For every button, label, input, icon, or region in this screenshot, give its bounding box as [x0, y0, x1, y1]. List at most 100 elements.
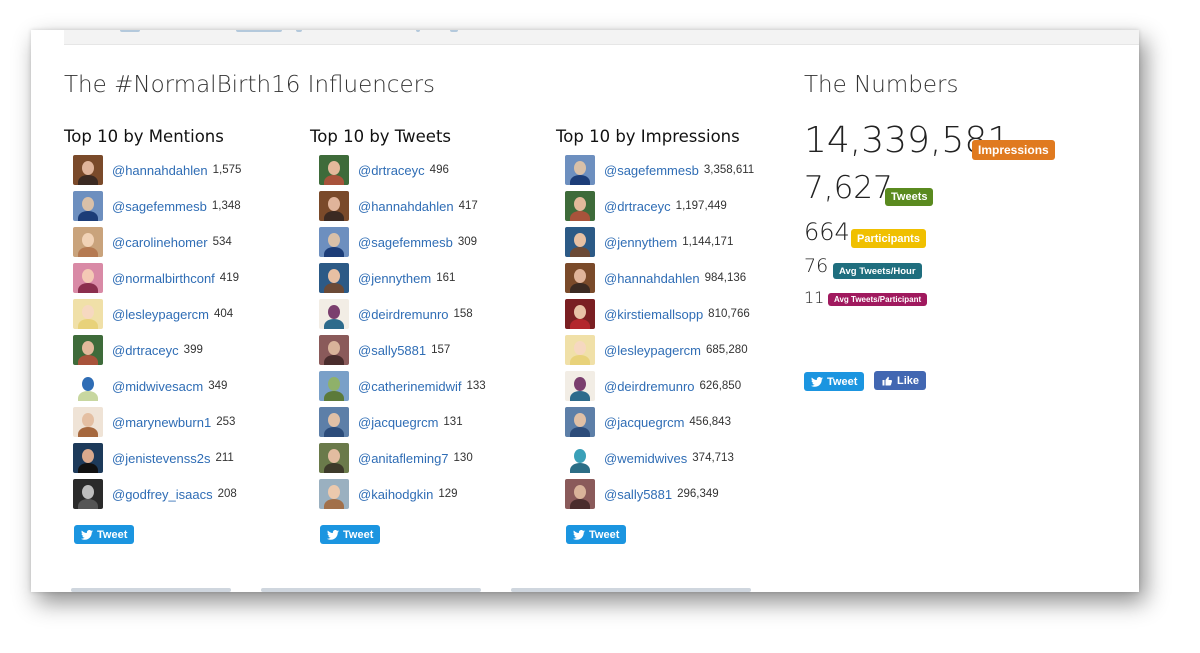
user-handle-link[interactable]: @drtraceyc: [604, 198, 671, 214]
influencer-row[interactable]: @lesleypagercm 404: [73, 298, 233, 330]
influencer-row[interactable]: @jenistevenss2s 211: [73, 442, 234, 474]
user-handle-link[interactable]: @lesleypagercm: [112, 306, 210, 322]
influencer-row[interactable]: @midwivesacm 349: [73, 370, 227, 402]
user-handle-link[interactable]: @hannahdahlen: [112, 162, 208, 178]
tweet-button-mentions[interactable]: Tweet: [74, 525, 135, 544]
influencer-row[interactable]: @drtraceyc 1,197,449: [565, 190, 727, 222]
user-handle-link[interactable]: @anitafleming7: [358, 450, 449, 466]
user-handle-link[interactable]: @hannahdahlen: [604, 270, 700, 286]
user-handle-link[interactable]: @lesleypagercm: [604, 342, 702, 358]
influencer-row[interactable]: @sagefemmesb 3,358,611: [565, 154, 754, 186]
influencer-row[interactable]: @jennythem 161: [319, 262, 455, 294]
user-handle-link[interactable]: @sagefemmesb: [112, 198, 207, 214]
user-handle-link[interactable]: @jacquegrcm: [604, 414, 685, 430]
influencer-row[interactable]: @drtraceyc 496: [319, 154, 449, 186]
avatar[interactable]: [565, 335, 595, 365]
influencer-row[interactable]: @marynewburn1 253: [73, 406, 235, 438]
influencer-row[interactable]: @anitafleming7 130: [319, 442, 473, 474]
mentions-column: Top 10 by Mentions: [64, 126, 304, 154]
avatar[interactable]: [565, 299, 595, 329]
metric-value: 1,144,171: [682, 236, 734, 248]
user-handle-link[interactable]: @godfrey_isaacs: [112, 486, 213, 502]
user-handle-link[interactable]: @deirdremunro: [604, 378, 695, 394]
influencer-row[interactable]: @sally5881 296,349: [565, 478, 719, 510]
avatar[interactable]: [565, 155, 595, 185]
influencer-row[interactable]: @jennythem 1,144,171: [565, 226, 733, 258]
facebook-like-button[interactable]: Like: [874, 371, 927, 390]
influencer-row[interactable]: @jacquegrcm 456,843: [565, 406, 731, 438]
user-handle-link[interactable]: @sagefemmesb: [604, 162, 699, 178]
influencer-row[interactable]: @wemidwives 374,713: [565, 442, 734, 474]
influencer-row[interactable]: @kirstiemallsopp 810,766: [565, 298, 750, 330]
user-handle-link[interactable]: @wemidwives: [604, 450, 688, 466]
tweet-button-impressions[interactable]: Tweet: [566, 525, 627, 544]
avatar[interactable]: [565, 191, 595, 221]
user-handle-link[interactable]: @jacquegrcm: [358, 414, 439, 430]
user-handle-link[interactable]: @marynewburn1: [112, 414, 212, 430]
user-handle-link[interactable]: @sally5881: [358, 342, 427, 358]
influencer-row[interactable]: @hannahdahlen 984,136: [565, 262, 746, 294]
user-handle-link[interactable]: @drtraceyc: [358, 162, 425, 178]
avatar[interactable]: [319, 407, 349, 437]
influencer-row[interactable]: @sagefemmesb 309: [319, 226, 477, 258]
influencer-row[interactable]: @lesleypagercm 685,280: [565, 334, 748, 366]
user-handle-link[interactable]: @sagefemmesb: [358, 234, 453, 250]
avatar[interactable]: [73, 371, 103, 401]
influencer-row[interactable]: @kaihodgkin 129: [319, 478, 458, 510]
influencer-row[interactable]: @sally5881 157: [319, 334, 450, 366]
avatar[interactable]: [319, 443, 349, 473]
avatar[interactable]: [319, 335, 349, 365]
avatar[interactable]: [565, 227, 595, 257]
user-handle-link[interactable]: @hannahdahlen: [358, 198, 454, 214]
user-handle-link[interactable]: @drtraceyc: [112, 342, 179, 358]
influencer-row[interactable]: @catherinemidwif 133: [319, 370, 486, 402]
tweet-button-label: Tweet: [589, 528, 620, 541]
avatar[interactable]: [319, 263, 349, 293]
influencer-row[interactable]: @hannahdahlen 1,575: [73, 154, 241, 186]
numbers-tweet-button[interactable]: Tweet: [804, 372, 865, 391]
influencer-row[interactable]: @deirdremunro 626,850: [565, 370, 741, 402]
avatar[interactable]: [319, 371, 349, 401]
user-handle-link[interactable]: @kaihodgkin: [358, 486, 434, 502]
user-handle-link[interactable]: @midwivesacm: [112, 378, 204, 394]
influencer-row[interactable]: @hannahdahlen 417: [319, 190, 478, 222]
avatar[interactable]: [565, 443, 595, 473]
avatar[interactable]: [565, 479, 595, 509]
influencer-row[interactable]: @normalbirthconf 419: [73, 262, 239, 294]
user-handle-link[interactable]: @catherinemidwif: [358, 378, 462, 394]
user-handle-link[interactable]: @jennythem: [604, 234, 678, 250]
avatar[interactable]: [319, 155, 349, 185]
avatar[interactable]: [319, 191, 349, 221]
tweet-button-tweets[interactable]: Tweet: [320, 525, 381, 544]
avatar[interactable]: [73, 155, 103, 185]
twitter-bird-icon: [573, 529, 585, 540]
avatar[interactable]: [565, 407, 595, 437]
influencer-row[interactable]: @godfrey_isaacs 208: [73, 478, 237, 510]
avatar[interactable]: [73, 443, 103, 473]
user-handle-link[interactable]: @normalbirthconf: [112, 270, 215, 286]
avatar[interactable]: [565, 263, 595, 293]
influencer-row[interactable]: @drtraceyc 399: [73, 334, 203, 366]
influencer-row[interactable]: @sagefemmesb 1,348: [73, 190, 241, 222]
influencer-row[interactable]: @deirdremunro 158: [319, 298, 473, 330]
influencer-row[interactable]: @jacquegrcm 131: [319, 406, 463, 438]
avatar[interactable]: [319, 479, 349, 509]
user-handle-link[interactable]: @kirstiemallsopp: [604, 306, 704, 322]
avatar[interactable]: [565, 371, 595, 401]
user-handle-link[interactable]: @jennythem: [358, 270, 432, 286]
avatar[interactable]: [73, 407, 103, 437]
avatar[interactable]: [319, 227, 349, 257]
avatar[interactable]: [319, 299, 349, 329]
avatar[interactable]: [73, 299, 103, 329]
avatar[interactable]: [73, 335, 103, 365]
avatar[interactable]: [73, 191, 103, 221]
user-handle-link[interactable]: @deirdremunro: [358, 306, 449, 322]
participants-value: 664: [804, 218, 850, 246]
user-handle-link[interactable]: @carolinehomer: [112, 234, 208, 250]
avatar[interactable]: [73, 479, 103, 509]
user-handle-link[interactable]: @jenistevenss2s: [112, 450, 211, 466]
user-handle-link[interactable]: @sally5881: [604, 486, 673, 502]
avatar[interactable]: [73, 227, 103, 257]
influencer-row[interactable]: @carolinehomer 534: [73, 226, 232, 258]
avatar[interactable]: [73, 263, 103, 293]
